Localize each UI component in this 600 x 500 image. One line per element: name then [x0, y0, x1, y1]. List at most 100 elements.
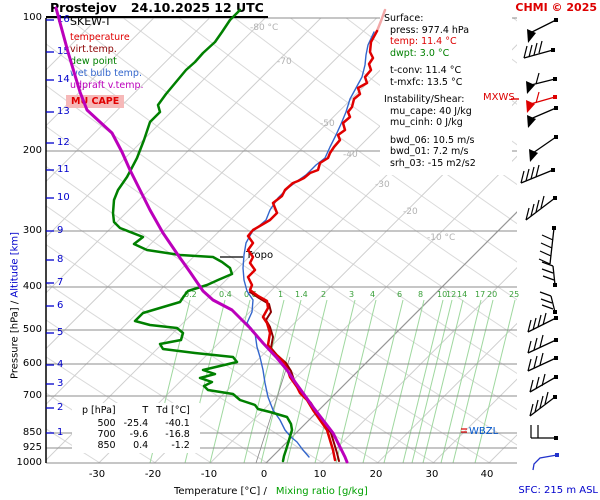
- wind-barb: [532, 454, 558, 471]
- cell-t-850: 0.4: [133, 440, 149, 451]
- x-axis-temperature-caption: Temperature [°C] /: [174, 486, 267, 497]
- surface-info-panel: Surface: press: 977.4 hPa temp: 11.4 °C …: [380, 13, 512, 175]
- pressure-tick-400: 400: [22, 281, 42, 292]
- table-row: 500 -25.4 -40.1: [78, 418, 194, 429]
- legend-item-udpraft-v-temp-: udpraft v.temp.: [70, 80, 144, 91]
- wind-barb-dot: [555, 453, 559, 457]
- surface-pressure: press: 977.4 hPa: [390, 24, 470, 36]
- altitude-tick-1km: 1: [57, 427, 64, 438]
- mu-cinh-value: mu_cinh: 0 J/kg: [390, 117, 463, 128]
- cell-t-500: -25.4: [123, 418, 149, 429]
- wind-barb-dot: [553, 196, 557, 200]
- srh-03-value: srh_03: -15 m2/s2: [390, 157, 476, 169]
- cell-td-700: -16.8: [165, 429, 190, 440]
- tropopause-label: Tropo: [246, 250, 274, 261]
- mixing-ratio-label-3: 3: [349, 290, 355, 299]
- temperature-tick-40: 40: [480, 469, 494, 480]
- cell-p-700: 700: [97, 429, 116, 440]
- wind-barb: [520, 169, 554, 184]
- isotherm-label: -10 °C: [427, 233, 456, 243]
- altitude-tick-8km: 8: [57, 254, 64, 265]
- wind-barb-dot: [552, 226, 556, 230]
- wind-barb: [527, 107, 557, 121]
- wind-barb-dot: [551, 168, 555, 172]
- isotherm-label: -40: [343, 150, 358, 160]
- temperature-tick--30: -30: [88, 469, 106, 480]
- wind-barb: [529, 136, 557, 156]
- wind-barb-pennant: [526, 81, 535, 94]
- isotherm-label: -50: [320, 119, 335, 129]
- temperature-tick-0: 0: [260, 469, 268, 480]
- mixing-ratio-label-0.4: 0.4: [219, 290, 232, 299]
- wind-barb: [526, 78, 556, 87]
- wind-barb: [527, 357, 557, 372]
- pressure-tick-600: 600: [22, 358, 42, 369]
- legend: SKEW-T temperature virt.temp. dew point wet…: [70, 16, 144, 92]
- wind-barb: [527, 339, 557, 354]
- cell-p-850: 850: [97, 440, 116, 451]
- wind-barbs: [520, 18, 559, 471]
- wind-barb: [529, 376, 557, 393]
- wind-barb-dot: [554, 316, 558, 320]
- wind-barb-pennant: [529, 149, 538, 162]
- altitude-tick-10km: 10: [57, 192, 70, 203]
- wind-barb-dot: [554, 135, 558, 139]
- wind-barb: [527, 19, 557, 35]
- wind-barb-dot: [553, 77, 557, 81]
- altitude-tick-13km: 13: [57, 106, 70, 117]
- surface-heading: Surface:: [384, 13, 424, 24]
- wind-barb-dot: [554, 356, 558, 360]
- wind-barb-pennant: [526, 100, 535, 113]
- temperature-tick-30: 30: [425, 469, 439, 480]
- mixing-ratio-label-1: 1: [278, 290, 284, 299]
- altitude-tick-5km: 5: [57, 327, 64, 338]
- temperature-tick-10: 10: [313, 469, 327, 480]
- altitude-tick-16km: 16: [57, 14, 70, 25]
- wind-barb-dot: [551, 48, 555, 52]
- wind-barb: [550, 295, 556, 313]
- wbzl-label: WBZL: [469, 426, 499, 437]
- mixing-ratio-label-0.6: 0.6: [244, 290, 257, 299]
- virtual-temperature-curve: [249, 291, 340, 462]
- cell-td-850: -1.2: [171, 440, 190, 451]
- sounding-datetime: 24.10.2025 12 UTC: [130, 0, 264, 15]
- bwd-01-value: bwd_01: 7.2 m/s: [390, 146, 469, 157]
- wind-barb: [523, 49, 554, 59]
- x-axis-mixing-ratio-caption: Mixing ratio [g/kg]: [275, 486, 368, 497]
- mixing-ratio-label-8: 8: [418, 290, 424, 299]
- altitude-tick-11km: 11: [57, 164, 70, 175]
- surface-dewpoint: dwpt: 3.0 °C: [390, 47, 450, 59]
- table-header-pressure: p [hPa]: [82, 405, 116, 416]
- mu-cape-badge: MU CAPE: [66, 95, 125, 108]
- pressure-tick-850: 850: [22, 427, 42, 438]
- mixing-ratio-label-12: 12: [446, 290, 457, 299]
- wind-barb-dot: [554, 375, 558, 379]
- wind-barb-pennant: [527, 115, 536, 128]
- wind-barb-dot: [553, 95, 557, 99]
- altitude-tick-15km: 15: [57, 46, 70, 57]
- altitude-tick-12km: 12: [57, 137, 70, 148]
- mixing-ratio-label-10: 10: [437, 290, 448, 299]
- legend-item-wet-bulb-temp-: wet bulb temp.: [70, 68, 142, 79]
- bwd-06-value: bwd_06: 10.5 m/s: [390, 134, 475, 146]
- x-axis-caption: Temperature [°C] / Mixing ratio [g/kg]: [174, 486, 368, 497]
- mixing-ratio-label-0.2: 0.2: [184, 290, 197, 299]
- mixing-ratio-label-1.4: 1.4: [295, 290, 308, 299]
- mixing-ratio-label-14: 14: [457, 290, 468, 299]
- t-conv-value: t-conv: 11.4 °C: [390, 65, 462, 76]
- mxws-label: MXWS: [483, 92, 515, 103]
- cape-area-fill: [295, 382, 333, 438]
- altitude-tick-7km: 7: [57, 277, 64, 288]
- cell-td-500: -40.1: [165, 418, 190, 429]
- pressure-tick-200: 200: [22, 145, 42, 156]
- mu-cape-value: mu_cape: 40 J/kg: [390, 105, 472, 117]
- temperature-curve: [246, 29, 379, 462]
- wind-barb-dot: [553, 283, 557, 287]
- surface-temp: temp: 11.4 °C: [390, 36, 457, 47]
- wind-barb: [549, 227, 555, 265]
- copyright-label: CHMI © 2025: [515, 1, 597, 14]
- table-row: 850 0.4 -1.2: [78, 440, 194, 451]
- pressure-tick-300: 300: [22, 225, 42, 236]
- levels-table: p [hPa] T Td [°C] 500 -25.4 -40.1 700 -9…: [72, 403, 200, 453]
